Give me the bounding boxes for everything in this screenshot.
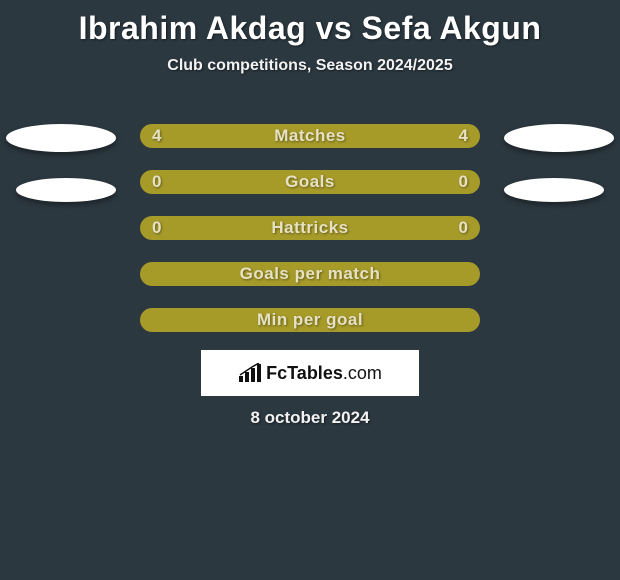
stat-row: 4 Matches 4 bbox=[0, 120, 620, 166]
title-player1: Ibrahim Akdag bbox=[79, 10, 307, 46]
stat-label: Goals bbox=[140, 170, 480, 194]
stat-value-right: 0 bbox=[459, 170, 468, 194]
stat-rows: 4 Matches 4 0 Goals 0 0 Hattricks 0 Goal… bbox=[0, 120, 620, 350]
stat-value-right: 4 bbox=[459, 124, 468, 148]
stat-label: Hattricks bbox=[140, 216, 480, 240]
stat-row: Goals per match bbox=[0, 258, 620, 304]
infographic-container: Ibrahim Akdag vs Sefa Akgun Club competi… bbox=[0, 0, 620, 580]
stat-row: 0 Goals 0 bbox=[0, 166, 620, 212]
page-title: Ibrahim Akdag vs Sefa Akgun bbox=[0, 0, 620, 47]
page-subtitle: Club competitions, Season 2024/2025 bbox=[0, 57, 620, 75]
logo-brand-light: .com bbox=[343, 363, 382, 383]
stat-label: Min per goal bbox=[140, 308, 480, 332]
bar-chart-icon bbox=[238, 363, 262, 383]
stat-label: Matches bbox=[140, 124, 480, 148]
stat-value-right: 0 bbox=[459, 216, 468, 240]
stat-row: Min per goal bbox=[0, 304, 620, 350]
date-label: 8 october 2024 bbox=[0, 408, 620, 428]
logo-box: FcTables.com bbox=[201, 350, 419, 396]
logo-text: FcTables.com bbox=[266, 363, 382, 384]
stat-label: Goals per match bbox=[140, 262, 480, 286]
title-player2: Sefa Akgun bbox=[362, 10, 542, 46]
logo-brand-bold: FcTables bbox=[266, 363, 343, 383]
stat-row: 0 Hattricks 0 bbox=[0, 212, 620, 258]
title-vs: vs bbox=[306, 10, 361, 46]
